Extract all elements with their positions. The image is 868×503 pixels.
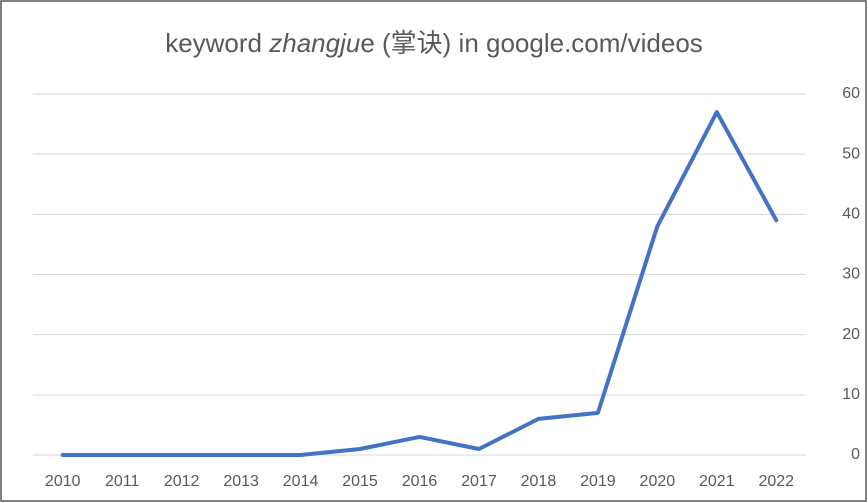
- y-tick-label: 40: [842, 206, 860, 223]
- x-tick-label: 2021: [699, 473, 735, 490]
- x-tick-label: 2017: [461, 473, 497, 490]
- x-tick-label: 2013: [223, 473, 259, 490]
- x-tick-label: 2011: [105, 473, 140, 490]
- x-tick-label: 2012: [164, 473, 200, 490]
- x-tick-label: 2010: [45, 473, 81, 490]
- x-tick-label: 2020: [640, 473, 676, 490]
- y-tick-label: 60: [842, 85, 860, 102]
- title-part: e (掌诀) in google.com/videos: [360, 28, 702, 58]
- data-line: [60, 110, 779, 457]
- x-tick-label: 2016: [402, 473, 438, 490]
- y-tick-label: 10: [842, 386, 860, 403]
- x-tick-label: 2022: [758, 473, 794, 490]
- y-tick-label: 50: [842, 145, 860, 162]
- y-tick-label: 30: [842, 266, 860, 283]
- y-tick-label: 0: [851, 446, 860, 463]
- x-tick-label: 2018: [521, 473, 557, 490]
- x-tick-label: 2014: [283, 473, 319, 490]
- chart-title: keyword zhangjue (掌诀) in google.com/vide…: [165, 28, 703, 58]
- x-tick-label: 2015: [342, 473, 378, 490]
- y-tick-label: 20: [842, 326, 860, 343]
- title-part: zhangju: [268, 28, 360, 58]
- title-part: keyword: [165, 28, 269, 58]
- x-tick-label: 2019: [580, 473, 616, 490]
